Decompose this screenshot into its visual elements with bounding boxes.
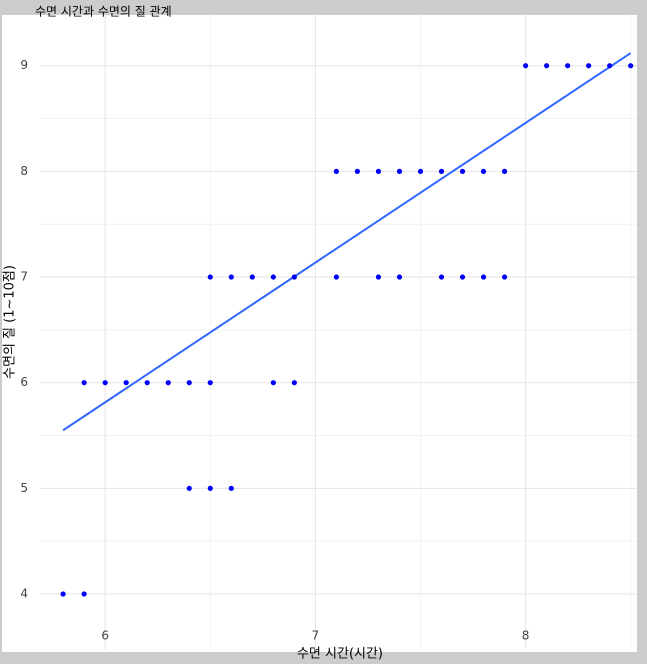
data-point bbox=[396, 274, 403, 280]
y-tick-label: 6 bbox=[20, 375, 28, 389]
data-point bbox=[480, 168, 487, 174]
data-point bbox=[207, 380, 213, 386]
data-point bbox=[354, 168, 361, 174]
data-point bbox=[207, 274, 213, 280]
data-point bbox=[501, 274, 508, 280]
data-point bbox=[81, 591, 87, 597]
data-point bbox=[438, 168, 445, 174]
data-point bbox=[459, 274, 466, 280]
data-point bbox=[459, 168, 466, 174]
data-point bbox=[186, 485, 192, 491]
trend-line bbox=[62, 52, 632, 432]
data-point bbox=[501, 168, 508, 174]
chart-title: 수면 시간과 수면의 질 관계 bbox=[35, 5, 172, 19]
y-tick-label: 9 bbox=[20, 58, 28, 72]
data-point bbox=[228, 274, 234, 280]
data-point bbox=[291, 380, 297, 386]
data-point bbox=[270, 380, 276, 386]
data-point bbox=[60, 591, 66, 597]
data-point bbox=[249, 274, 255, 280]
data-point bbox=[438, 274, 445, 280]
x-tick-label: 7 bbox=[312, 629, 320, 643]
data-point bbox=[144, 380, 150, 386]
data-point bbox=[628, 63, 634, 69]
x-tick-label: 8 bbox=[522, 629, 530, 643]
y-tick-label: 7 bbox=[20, 270, 28, 284]
data-point bbox=[565, 63, 571, 69]
data-point bbox=[333, 274, 339, 280]
y-tick-label: 5 bbox=[20, 481, 28, 495]
data-point bbox=[228, 485, 234, 491]
plot-background bbox=[2, 15, 637, 652]
data-point bbox=[333, 168, 339, 174]
data-point bbox=[480, 274, 487, 280]
x-tick-label: 6 bbox=[101, 629, 109, 643]
data-point bbox=[186, 380, 192, 386]
data-point bbox=[396, 168, 403, 174]
y-tick-label: 4 bbox=[20, 587, 28, 601]
data-point bbox=[123, 380, 129, 386]
data-point bbox=[102, 380, 108, 386]
data-point bbox=[81, 380, 87, 386]
data-point bbox=[544, 63, 550, 69]
data-point bbox=[522, 63, 529, 69]
x-axis-label: 수면 시간(시간) bbox=[297, 647, 383, 662]
data-point bbox=[207, 485, 213, 491]
y-tick-label: 8 bbox=[20, 164, 28, 178]
data-point bbox=[291, 274, 297, 280]
data-point bbox=[586, 63, 592, 69]
data-point bbox=[165, 380, 171, 386]
data-point bbox=[375, 168, 382, 174]
data-point bbox=[270, 274, 276, 280]
data-point bbox=[375, 274, 382, 280]
data-point bbox=[417, 168, 424, 174]
data-point bbox=[607, 63, 613, 69]
y-axis-label: 수면의 질 (1~10점) bbox=[3, 265, 18, 379]
